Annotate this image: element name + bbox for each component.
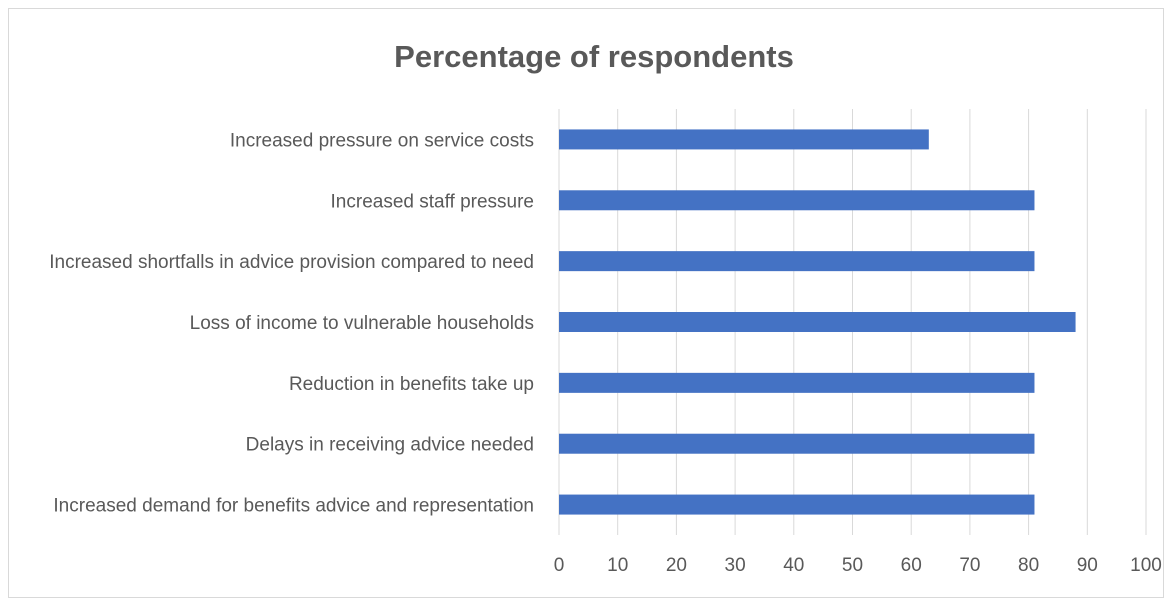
bar [559,312,1076,332]
category-label: Increased shortfalls in advice provision… [49,252,534,273]
x-tick-label: 20 [666,555,687,576]
x-tick-label: 60 [901,555,922,576]
x-axis-tick-labels: 0 10 20 30 40 50 60 70 80 90 100 [554,555,1162,576]
category-label: Increased pressure on service costs [230,130,534,151]
bar [559,372,1035,393]
x-tick-label: 50 [842,555,863,576]
bars [559,129,1076,515]
category-label: Delays in receiving advice needed [246,435,534,456]
x-tick-label: 0 [554,555,565,576]
bar [559,251,1035,272]
x-tick-label: 100 [1130,555,1162,576]
bar-chart: Percentage of respondents Increased pres… [49,39,1162,576]
chart-frame: Percentage of respondents Increased pres… [8,8,1164,598]
bar [559,129,929,150]
x-tick-label: 30 [725,555,746,576]
x-tick-label: 90 [1077,555,1098,576]
category-label: Increased demand for benefits advice and… [53,496,534,517]
chart-title: Percentage of respondents [394,39,794,74]
x-tick-label: 70 [959,555,980,576]
x-tick-label: 80 [1018,555,1039,576]
x-tick-label: 10 [607,555,628,576]
bar [559,433,1035,454]
x-tick-label: 40 [783,555,804,576]
category-labels: Increased pressure on service costs Incre… [49,130,534,516]
category-label: Increased staff pressure [331,191,534,212]
bar [559,190,1035,211]
bar [559,494,1035,515]
category-label: Loss of income to vulnerable households [190,313,534,334]
category-label: Reduction in benefits take up [289,374,534,395]
